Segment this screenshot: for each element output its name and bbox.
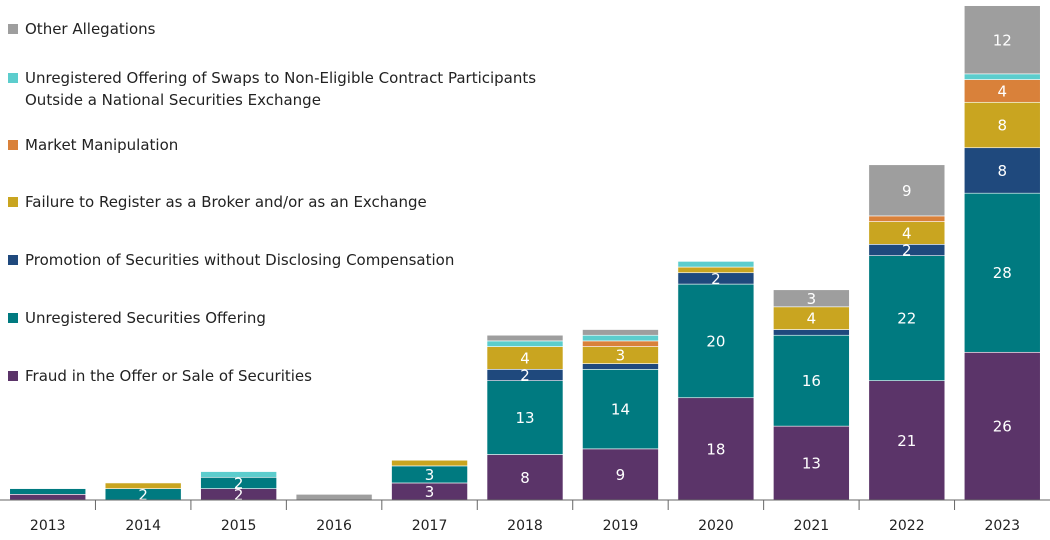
bar-segment bbox=[773, 329, 850, 336]
bar-segment bbox=[773, 334, 850, 427]
data-label: 13 bbox=[802, 455, 821, 473]
bar-segment bbox=[963, 101, 1041, 149]
data-label: 20 bbox=[706, 332, 725, 350]
x-tick-label: 2013 bbox=[30, 518, 66, 534]
data-label: 4 bbox=[520, 349, 530, 367]
legend-label: Unregistered Offering of Swaps to Non-El… bbox=[25, 69, 537, 109]
legend-item: Unregistered Securities Offering bbox=[8, 307, 553, 329]
bar-segment bbox=[104, 482, 182, 489]
x-tick-label: 2020 bbox=[698, 518, 734, 534]
legend-swatch bbox=[8, 73, 18, 83]
bar-segment bbox=[582, 448, 659, 501]
x-tick-label: 2018 bbox=[507, 518, 543, 534]
legend-item: Other Allegations bbox=[8, 18, 553, 40]
x-tick-label: 2022 bbox=[889, 518, 925, 534]
data-label: 2 bbox=[234, 486, 244, 504]
data-label: 8 bbox=[997, 162, 1007, 180]
legend-item: Unregistered Offering of Swaps to Non-El… bbox=[8, 67, 553, 111]
data-label: 2 bbox=[711, 270, 721, 288]
data-label: 8 bbox=[997, 117, 1007, 135]
bar-segment bbox=[963, 192, 1041, 353]
legend-swatch bbox=[8, 197, 18, 207]
x-tick-label: 2016 bbox=[316, 518, 352, 534]
legend-label: Unregistered Securities Offering bbox=[25, 309, 266, 327]
x-tick-label: 2019 bbox=[603, 518, 639, 534]
data-label: 26 bbox=[993, 418, 1012, 436]
data-label: 22 bbox=[897, 310, 916, 328]
bar-segment bbox=[963, 5, 1041, 75]
bar-segment bbox=[773, 425, 850, 501]
bar-segment bbox=[486, 334, 564, 342]
bar-segment bbox=[9, 488, 87, 495]
bar-segment bbox=[486, 340, 564, 347]
bar-segment bbox=[582, 340, 659, 347]
data-label: 8 bbox=[520, 469, 530, 487]
legend-swatch bbox=[8, 140, 18, 150]
data-label: 2 bbox=[520, 367, 530, 385]
x-tick-label: 2015 bbox=[221, 518, 257, 534]
legend-item: Fraud in the Offer or Sale of Securities bbox=[8, 365, 553, 387]
bar-segment bbox=[200, 471, 277, 478]
bar-segment bbox=[963, 147, 1041, 194]
x-tick-label: 2017 bbox=[412, 518, 448, 534]
x-tick-label: 2023 bbox=[984, 518, 1020, 534]
data-label: 9 bbox=[616, 466, 626, 484]
legend-item: Market Manipulation bbox=[8, 134, 553, 156]
x-tick-label: 2014 bbox=[125, 518, 161, 534]
legend-swatch bbox=[8, 24, 18, 34]
bar-segment bbox=[963, 73, 1041, 80]
bar-segment bbox=[868, 215, 946, 222]
data-label: 3 bbox=[807, 290, 817, 308]
data-label: 3 bbox=[425, 483, 435, 501]
bar-segment bbox=[582, 329, 659, 336]
data-label: 3 bbox=[616, 347, 626, 365]
bar-segment bbox=[486, 380, 564, 455]
legend-label: Fraud in the Offer or Sale of Securities bbox=[25, 367, 312, 385]
data-label: 4 bbox=[807, 310, 817, 328]
bar-segment bbox=[868, 164, 946, 217]
data-label: 2 bbox=[138, 486, 148, 504]
data-label: 2 bbox=[234, 474, 244, 492]
bar-segment bbox=[868, 255, 946, 381]
data-label: 4 bbox=[997, 82, 1007, 100]
x-tick-label: 2021 bbox=[794, 518, 830, 534]
data-label: 2 bbox=[902, 242, 912, 260]
legend-item: Failure to Register as a Broker and/or a… bbox=[8, 191, 553, 213]
data-label: 16 bbox=[802, 372, 821, 390]
legend-item: Promotion of Securities without Disclosi… bbox=[8, 249, 553, 271]
data-label: 21 bbox=[897, 432, 916, 450]
bar-segment bbox=[582, 369, 659, 450]
data-label: 3 bbox=[425, 466, 435, 484]
bar-segment bbox=[677, 266, 755, 274]
bar-segment bbox=[295, 494, 373, 501]
bar-segment bbox=[773, 289, 850, 308]
bar-segment bbox=[391, 459, 468, 467]
legend-swatch bbox=[8, 255, 18, 265]
legend-label: Market Manipulation bbox=[25, 136, 179, 154]
bar-segment bbox=[677, 397, 755, 501]
bar-segment bbox=[677, 283, 755, 399]
data-label: 18 bbox=[706, 440, 725, 458]
bar-segment bbox=[677, 261, 755, 268]
bar-segment bbox=[582, 334, 659, 342]
data-label: 4 bbox=[902, 224, 912, 242]
legend-label: Other Allegations bbox=[25, 20, 156, 38]
legend-label: Promotion of Securities without Disclosi… bbox=[25, 251, 455, 269]
data-label: 13 bbox=[515, 409, 534, 427]
legend-swatch bbox=[8, 313, 18, 323]
data-label: 12 bbox=[993, 31, 1012, 49]
bar-segment bbox=[963, 351, 1041, 501]
data-label: 28 bbox=[993, 264, 1012, 282]
legend-label: Failure to Register as a Broker and/or a… bbox=[25, 193, 427, 211]
legend-swatch bbox=[8, 371, 18, 381]
data-label: 9 bbox=[902, 182, 912, 200]
bar-segment bbox=[9, 494, 87, 501]
bar-segment bbox=[868, 380, 946, 501]
data-label: 14 bbox=[611, 401, 630, 419]
